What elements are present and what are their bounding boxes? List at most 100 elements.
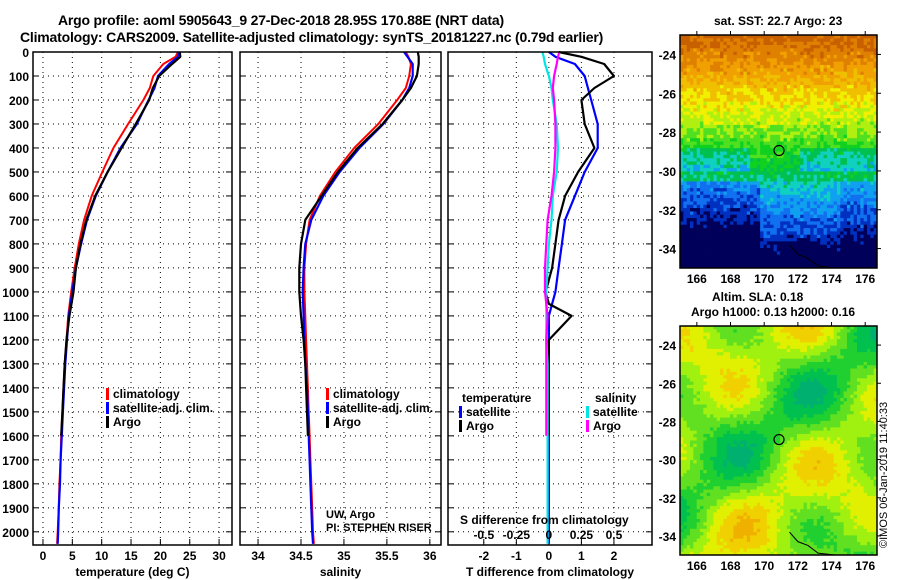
map-cell — [826, 251, 831, 256]
map-cell — [846, 84, 851, 89]
map-cell — [863, 258, 868, 262]
map-cell — [680, 131, 684, 136]
map-cell — [776, 178, 781, 182]
map-cell — [743, 114, 748, 119]
map-cell — [873, 128, 878, 132]
map-cell — [800, 158, 804, 162]
map-cell — [770, 335, 774, 340]
map-cell — [750, 144, 754, 149]
map-cell — [700, 181, 704, 186]
map-cell — [703, 98, 708, 102]
map-cell — [746, 188, 751, 192]
map-cell — [826, 38, 831, 43]
map-cell — [736, 244, 741, 249]
map-cell — [766, 41, 771, 46]
map-cell — [826, 248, 831, 252]
difference-panel: -2 -1 0 1 2T difference from climatologytemp… — [447, 50, 653, 579]
map-cell — [790, 121, 794, 126]
map-cell — [740, 168, 744, 172]
map-cell — [686, 44, 691, 49]
map-cell — [776, 44, 781, 49]
map-cell — [870, 48, 875, 53]
map-cell — [753, 174, 758, 179]
map-cell — [806, 118, 811, 122]
map-cell — [840, 168, 845, 172]
map-cell — [706, 111, 711, 116]
map-cell — [753, 248, 758, 252]
map-cell — [776, 228, 781, 232]
map-cell — [766, 198, 771, 202]
map-cell — [716, 241, 721, 246]
map-cell — [690, 231, 694, 236]
map-cell — [770, 78, 774, 82]
map-cell — [753, 218, 758, 222]
map-cell — [810, 121, 814, 126]
map-cell — [806, 144, 811, 149]
map-cell — [760, 224, 764, 229]
map-cell — [766, 111, 771, 116]
map-cell — [683, 258, 688, 262]
map-cell — [843, 201, 848, 206]
map-cell — [846, 204, 851, 209]
map-cell — [840, 241, 845, 246]
map-cell — [846, 248, 851, 252]
map-cell — [813, 332, 818, 337]
map-cell — [863, 194, 868, 199]
map-cell — [736, 94, 741, 99]
map-cell — [820, 348, 824, 353]
map-cell — [763, 201, 768, 206]
map-cell — [830, 71, 834, 76]
y-tick-label: 200 — [9, 94, 29, 108]
map-cell — [850, 228, 855, 232]
map-cell — [806, 241, 811, 246]
map-cell — [800, 134, 804, 139]
map-cell — [826, 348, 831, 353]
map-cell — [720, 171, 724, 176]
map-cell — [740, 258, 744, 262]
map-cell — [873, 114, 878, 119]
map-cell — [686, 131, 691, 136]
map-cell — [810, 248, 814, 252]
map-cell — [726, 74, 731, 79]
map-cell — [733, 35, 738, 39]
map-cell — [783, 74, 788, 79]
map-cell — [820, 118, 824, 122]
map-cell — [840, 151, 845, 156]
map-cell — [843, 68, 848, 73]
map-cell — [843, 342, 848, 347]
map-cell — [830, 238, 834, 242]
map-cell — [796, 78, 801, 82]
map-cell — [850, 326, 855, 330]
map-cell — [860, 144, 865, 149]
map-cell — [726, 264, 731, 269]
map-cell — [723, 251, 728, 256]
map-cell — [736, 348, 741, 353]
map-cell — [870, 218, 875, 222]
map-cell — [853, 214, 858, 219]
map-cell — [830, 264, 834, 269]
map-cell — [806, 335, 811, 340]
map-cell — [770, 251, 774, 256]
map-cell — [710, 121, 714, 126]
map-cell — [726, 84, 731, 89]
map-cell — [753, 326, 758, 330]
map-cell — [813, 144, 818, 149]
map-cell — [813, 101, 818, 106]
map-cell — [833, 104, 838, 109]
map-cell — [806, 98, 811, 102]
map-cell — [683, 264, 688, 269]
map-cell — [813, 35, 818, 39]
map-cell — [816, 88, 821, 92]
map-cell — [770, 238, 774, 242]
map-cell — [760, 44, 764, 49]
map-cell — [723, 254, 728, 259]
map-cell — [710, 228, 714, 232]
map-cell — [866, 138, 871, 142]
map-cell — [733, 51, 738, 56]
map-cell — [750, 208, 754, 212]
map-cell — [823, 352, 828, 356]
map-cell — [800, 244, 804, 249]
map-cell — [770, 141, 774, 146]
map-cell — [706, 154, 711, 159]
map-cell — [860, 261, 865, 266]
